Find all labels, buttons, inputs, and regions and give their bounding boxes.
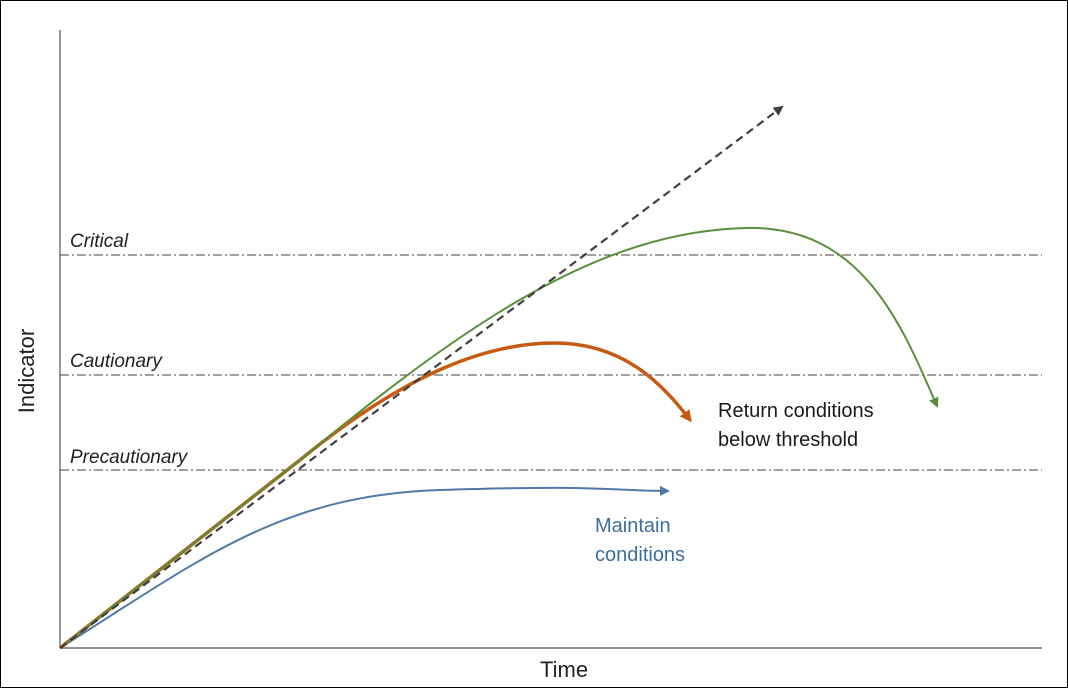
maintain-conditions-annotation: Maintain conditions (595, 512, 685, 570)
return-line-2: below threshold (718, 429, 859, 451)
x-axis-title: Time (540, 657, 589, 682)
maintain-line-2: conditions (595, 544, 686, 566)
maintain-conditions-curve (59, 485, 670, 649)
precautionary-label: Precautionary (70, 447, 188, 468)
trend-arrow (59, 105, 784, 649)
cautionary-label: Cautionary (70, 351, 162, 372)
return-line-1: Return conditions (718, 400, 874, 422)
cautionary-return-curve (58, 341, 692, 650)
maintain-line-1: Maintain (595, 515, 671, 537)
critical-return-curve (59, 226, 939, 649)
return-conditions-annotation: Return conditions below threshold (718, 397, 874, 455)
critical-label: Critical (70, 231, 129, 252)
y-axis-title: Indicator (14, 328, 40, 414)
